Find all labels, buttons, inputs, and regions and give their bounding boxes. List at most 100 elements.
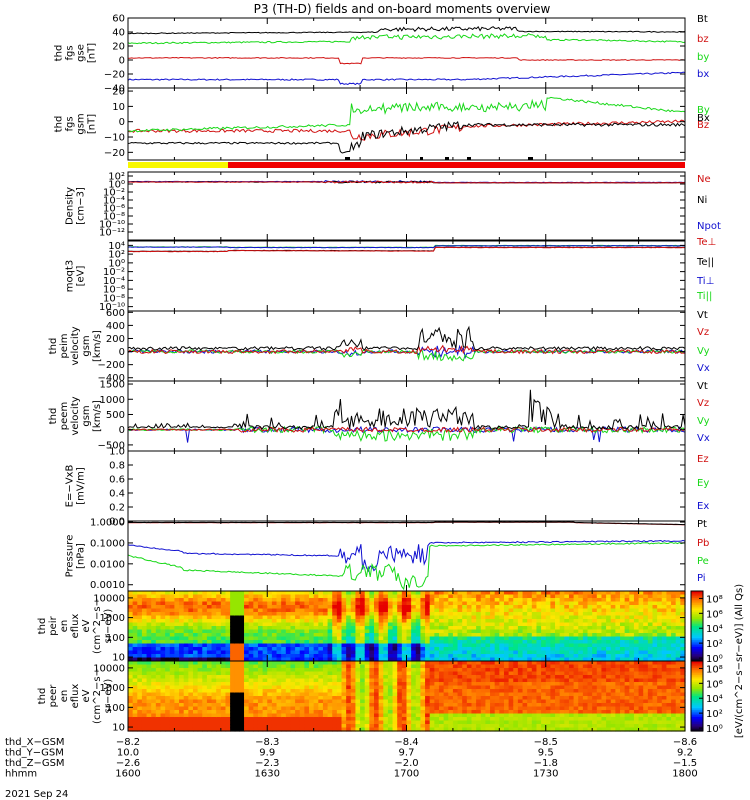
spectrogram-cell bbox=[564, 710, 570, 715]
spectrogram-cell bbox=[155, 636, 162, 641]
spectrogram-cell bbox=[559, 671, 565, 676]
spectrogram-cell bbox=[299, 601, 305, 606]
spectrogram-cell bbox=[327, 633, 333, 638]
spectrogram-cell bbox=[480, 678, 487, 683]
spectrogram-cell bbox=[522, 598, 528, 603]
spectrogram-cell bbox=[206, 703, 213, 708]
spectrogram-cell bbox=[550, 622, 556, 627]
spectrogram-cell bbox=[350, 671, 357, 676]
spectrogram-cell bbox=[383, 650, 389, 655]
spectrogram-cell bbox=[369, 724, 375, 729]
spectrogram-cell bbox=[531, 643, 538, 648]
spectrogram-cell bbox=[545, 696, 551, 701]
spectrogram-cell bbox=[596, 699, 603, 704]
spectrogram-cell bbox=[239, 615, 245, 620]
spectrogram-cell bbox=[531, 657, 538, 662]
spectrogram-cell bbox=[610, 640, 616, 645]
spectrogram-cell bbox=[179, 724, 185, 729]
spectrogram-cell bbox=[244, 615, 250, 620]
y-axis-label: peem bbox=[59, 402, 70, 430]
spectrogram-cell bbox=[374, 685, 380, 690]
spectrogram-cell bbox=[248, 626, 254, 631]
spectrogram-cell bbox=[587, 640, 593, 645]
spectrogram-cell bbox=[471, 643, 477, 648]
spectrogram-cell bbox=[536, 685, 542, 690]
spectrogram-cell bbox=[378, 699, 384, 704]
spectrogram-cell bbox=[387, 692, 394, 697]
spectrogram-cell bbox=[151, 720, 157, 725]
spectrogram-cell bbox=[559, 703, 565, 708]
spectrogram-cell bbox=[146, 724, 152, 729]
spectrogram-cell bbox=[545, 724, 551, 729]
spectrogram-cell bbox=[128, 717, 134, 722]
spectrogram-cell bbox=[499, 689, 505, 694]
spectrogram-cell bbox=[295, 696, 301, 701]
spectrogram-cell bbox=[536, 710, 542, 715]
spectrogram-cell bbox=[559, 626, 565, 631]
spectrogram-cell bbox=[420, 717, 426, 722]
spectrogram-cell bbox=[309, 689, 315, 694]
spectrogram-cell bbox=[652, 654, 658, 659]
spectrogram-cell bbox=[466, 703, 473, 708]
spectrogram-cell bbox=[169, 675, 176, 680]
spectrogram-cell bbox=[638, 594, 644, 599]
spectrogram-cell bbox=[271, 710, 278, 715]
spectrogram-cell bbox=[327, 591, 333, 596]
spectrogram-cell bbox=[146, 629, 152, 634]
spectrogram-cell bbox=[601, 685, 607, 690]
spectrogram-cell bbox=[318, 706, 324, 711]
spectrogram-cell bbox=[587, 706, 593, 711]
spectrogram-cell bbox=[299, 619, 305, 624]
spectrogram-cell bbox=[216, 682, 222, 687]
spectrogram-cell bbox=[220, 640, 227, 645]
spectrogram-cell bbox=[457, 594, 463, 599]
spectrogram-cell bbox=[262, 622, 268, 627]
spectrogram-cell bbox=[383, 696, 389, 701]
spectrogram-cell bbox=[271, 685, 278, 690]
spectrogram-cell bbox=[262, 678, 268, 683]
y-axis-label: en bbox=[59, 620, 70, 633]
spectrogram-cell bbox=[313, 636, 319, 641]
spectrogram-cell bbox=[545, 633, 551, 638]
spectrogram-cell bbox=[281, 591, 287, 596]
spectrogram-cell bbox=[146, 622, 152, 627]
spectrogram-cell bbox=[457, 615, 463, 620]
spectrogram-cell bbox=[174, 643, 180, 648]
spectrogram-cell bbox=[411, 636, 417, 641]
spectrogram-cell bbox=[309, 706, 315, 711]
spectrogram-cell bbox=[239, 692, 245, 697]
spectrogram-cell bbox=[225, 696, 231, 701]
spectrogram-cell bbox=[206, 629, 213, 634]
spectrogram-cell bbox=[434, 724, 440, 729]
spectrogram-cell bbox=[392, 675, 398, 680]
spectrogram-cell bbox=[309, 605, 315, 610]
spectrogram-cell bbox=[438, 643, 445, 648]
spectrogram-cell bbox=[462, 640, 468, 645]
spectrogram-cell bbox=[271, 594, 278, 599]
spectrogram-cell bbox=[675, 615, 681, 620]
spectrogram-cell bbox=[406, 678, 412, 683]
spectrogram-cell bbox=[624, 643, 630, 648]
spectrogram-cell bbox=[141, 713, 148, 718]
spectrogram-cell bbox=[355, 657, 361, 662]
spectrogram-cell bbox=[360, 668, 366, 673]
spectrogram-cell bbox=[248, 689, 254, 694]
spectrogram-cell bbox=[457, 682, 463, 687]
spectrogram-cell bbox=[211, 713, 217, 718]
spectrogram-cell bbox=[141, 594, 148, 599]
spectrogram-cell bbox=[155, 727, 162, 732]
spectrogram-cell bbox=[318, 612, 324, 617]
spectrogram-cell bbox=[132, 717, 138, 722]
spectrogram-cell bbox=[415, 657, 422, 662]
spectrogram-cell bbox=[183, 636, 189, 641]
spectrogram-cell bbox=[206, 601, 213, 606]
spectrogram-cell bbox=[494, 626, 500, 631]
spectrogram-cell bbox=[151, 675, 157, 680]
spectrogram-cell bbox=[355, 598, 361, 603]
spectrogram-cell bbox=[141, 622, 148, 627]
spectrogram-cell bbox=[239, 720, 245, 725]
spectrogram-cell bbox=[615, 612, 621, 617]
spectrogram-cell bbox=[541, 692, 547, 697]
spectrogram-cell bbox=[332, 671, 338, 676]
spectrogram-cell bbox=[137, 619, 143, 624]
